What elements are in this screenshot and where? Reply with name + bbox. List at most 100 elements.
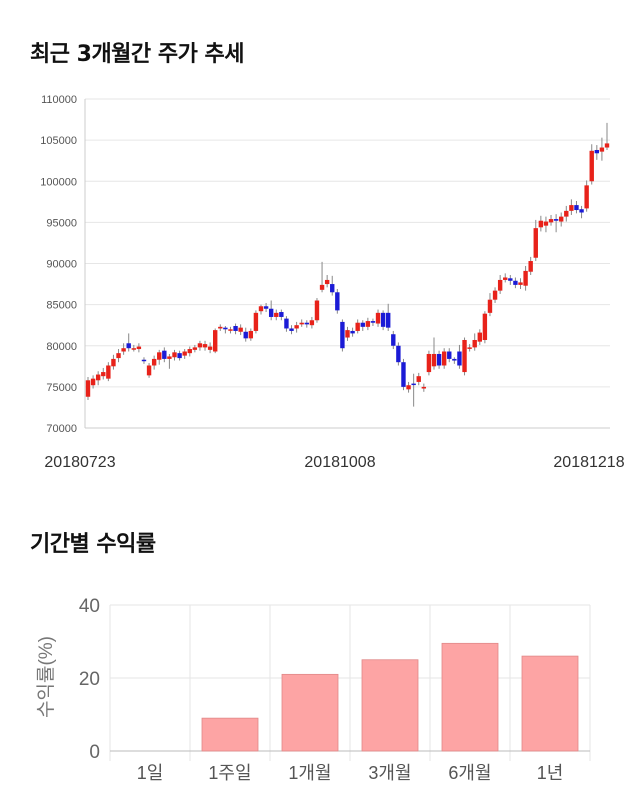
candle: [492, 287, 498, 303]
candle: [172, 349, 177, 361]
candle: [314, 298, 320, 323]
candle: [289, 325, 294, 335]
candle: [604, 122, 610, 150]
candle: [319, 261, 325, 293]
candle: [503, 273, 508, 283]
candle-body: [213, 330, 218, 352]
candle-body: [482, 313, 488, 340]
candle: [274, 309, 279, 321]
candle-body: [131, 348, 136, 350]
candle: [350, 327, 355, 337]
candle-body: [258, 306, 264, 312]
candle: [101, 367, 106, 380]
candle-body: [263, 306, 269, 309]
candle: [279, 309, 284, 321]
candle-body: [569, 205, 574, 211]
candle: [253, 310, 259, 334]
candle: [202, 340, 208, 351]
candle: [116, 349, 121, 363]
candle-body: [375, 312, 381, 324]
candle: [324, 275, 330, 288]
candle-body: [157, 352, 162, 360]
candle: [508, 275, 513, 285]
candle: [472, 333, 477, 351]
candle-body: [497, 279, 503, 291]
candle-body: [477, 332, 482, 342]
candle-y-tick-label: 95000: [46, 217, 77, 229]
candle-body: [441, 351, 447, 366]
candle: [263, 302, 269, 313]
candle: [497, 275, 503, 294]
candle-body: [121, 348, 126, 352]
bar-x-tick-label: 1년: [537, 763, 564, 783]
candle-body: [574, 205, 579, 211]
candles: [85, 122, 610, 407]
candle-body: [284, 318, 289, 329]
candle: [157, 349, 162, 365]
candle: [187, 346, 192, 357]
candle-body: [345, 330, 350, 338]
candle: [335, 288, 340, 314]
candle: [487, 293, 493, 317]
candle-body: [538, 220, 544, 228]
candle: [126, 333, 131, 352]
candle: [167, 353, 172, 369]
candle-body: [238, 327, 243, 332]
candle: [482, 311, 488, 344]
candle: [538, 215, 544, 232]
candle-body: [452, 358, 457, 361]
candle: [579, 205, 584, 219]
candle-body: [584, 185, 589, 209]
candle-body: [289, 328, 294, 331]
bars: [201, 642, 579, 752]
candle-body: [436, 353, 442, 366]
candle: [228, 326, 233, 334]
candle-body: [177, 353, 182, 359]
candle-body: [604, 143, 610, 148]
candle: [355, 319, 360, 334]
candle-x-tick-label: 20181008: [304, 454, 375, 471]
candle: [106, 362, 111, 382]
candle-y-tick-label: 100000: [40, 176, 77, 188]
candle-body: [319, 284, 325, 290]
candle-body: [370, 321, 376, 323]
candle: [431, 337, 437, 370]
candle: [90, 375, 96, 389]
candle-body: [350, 330, 355, 334]
candle-body: [340, 321, 345, 349]
candle-body: [218, 326, 223, 329]
candle-body: [233, 326, 238, 331]
candle-body: [365, 321, 371, 327]
candle: [345, 326, 350, 341]
candle-body: [564, 210, 569, 217]
bar: [201, 717, 259, 752]
candle: [584, 180, 589, 212]
candle-body: [85, 380, 91, 397]
candle: [182, 349, 187, 359]
bar: [521, 655, 579, 752]
candle-body: [457, 351, 462, 366]
candle-body: [559, 216, 564, 222]
candle-body: [111, 358, 116, 367]
bar-x-tick-label: 3개월: [368, 763, 411, 783]
bar: [441, 642, 499, 752]
candle: [548, 214, 554, 226]
candle: [467, 344, 472, 352]
candle: [258, 304, 264, 315]
candle-body: [599, 147, 605, 152]
candle: [391, 330, 396, 350]
candle: [309, 316, 315, 329]
candle: [85, 377, 91, 401]
bar-gridlines: [109, 604, 591, 761]
candle: [248, 328, 254, 341]
bar-y-tick-label: 20: [79, 669, 100, 690]
candle-body: [141, 359, 147, 362]
candle: [447, 348, 452, 363]
bar-x-tick-label: 1일: [137, 763, 164, 783]
candle-body: [116, 353, 121, 359]
candle-body: [324, 279, 330, 285]
candle-body: [243, 331, 248, 339]
candle: [462, 337, 467, 376]
candle-body: [101, 372, 106, 377]
candle-body: [503, 277, 508, 280]
